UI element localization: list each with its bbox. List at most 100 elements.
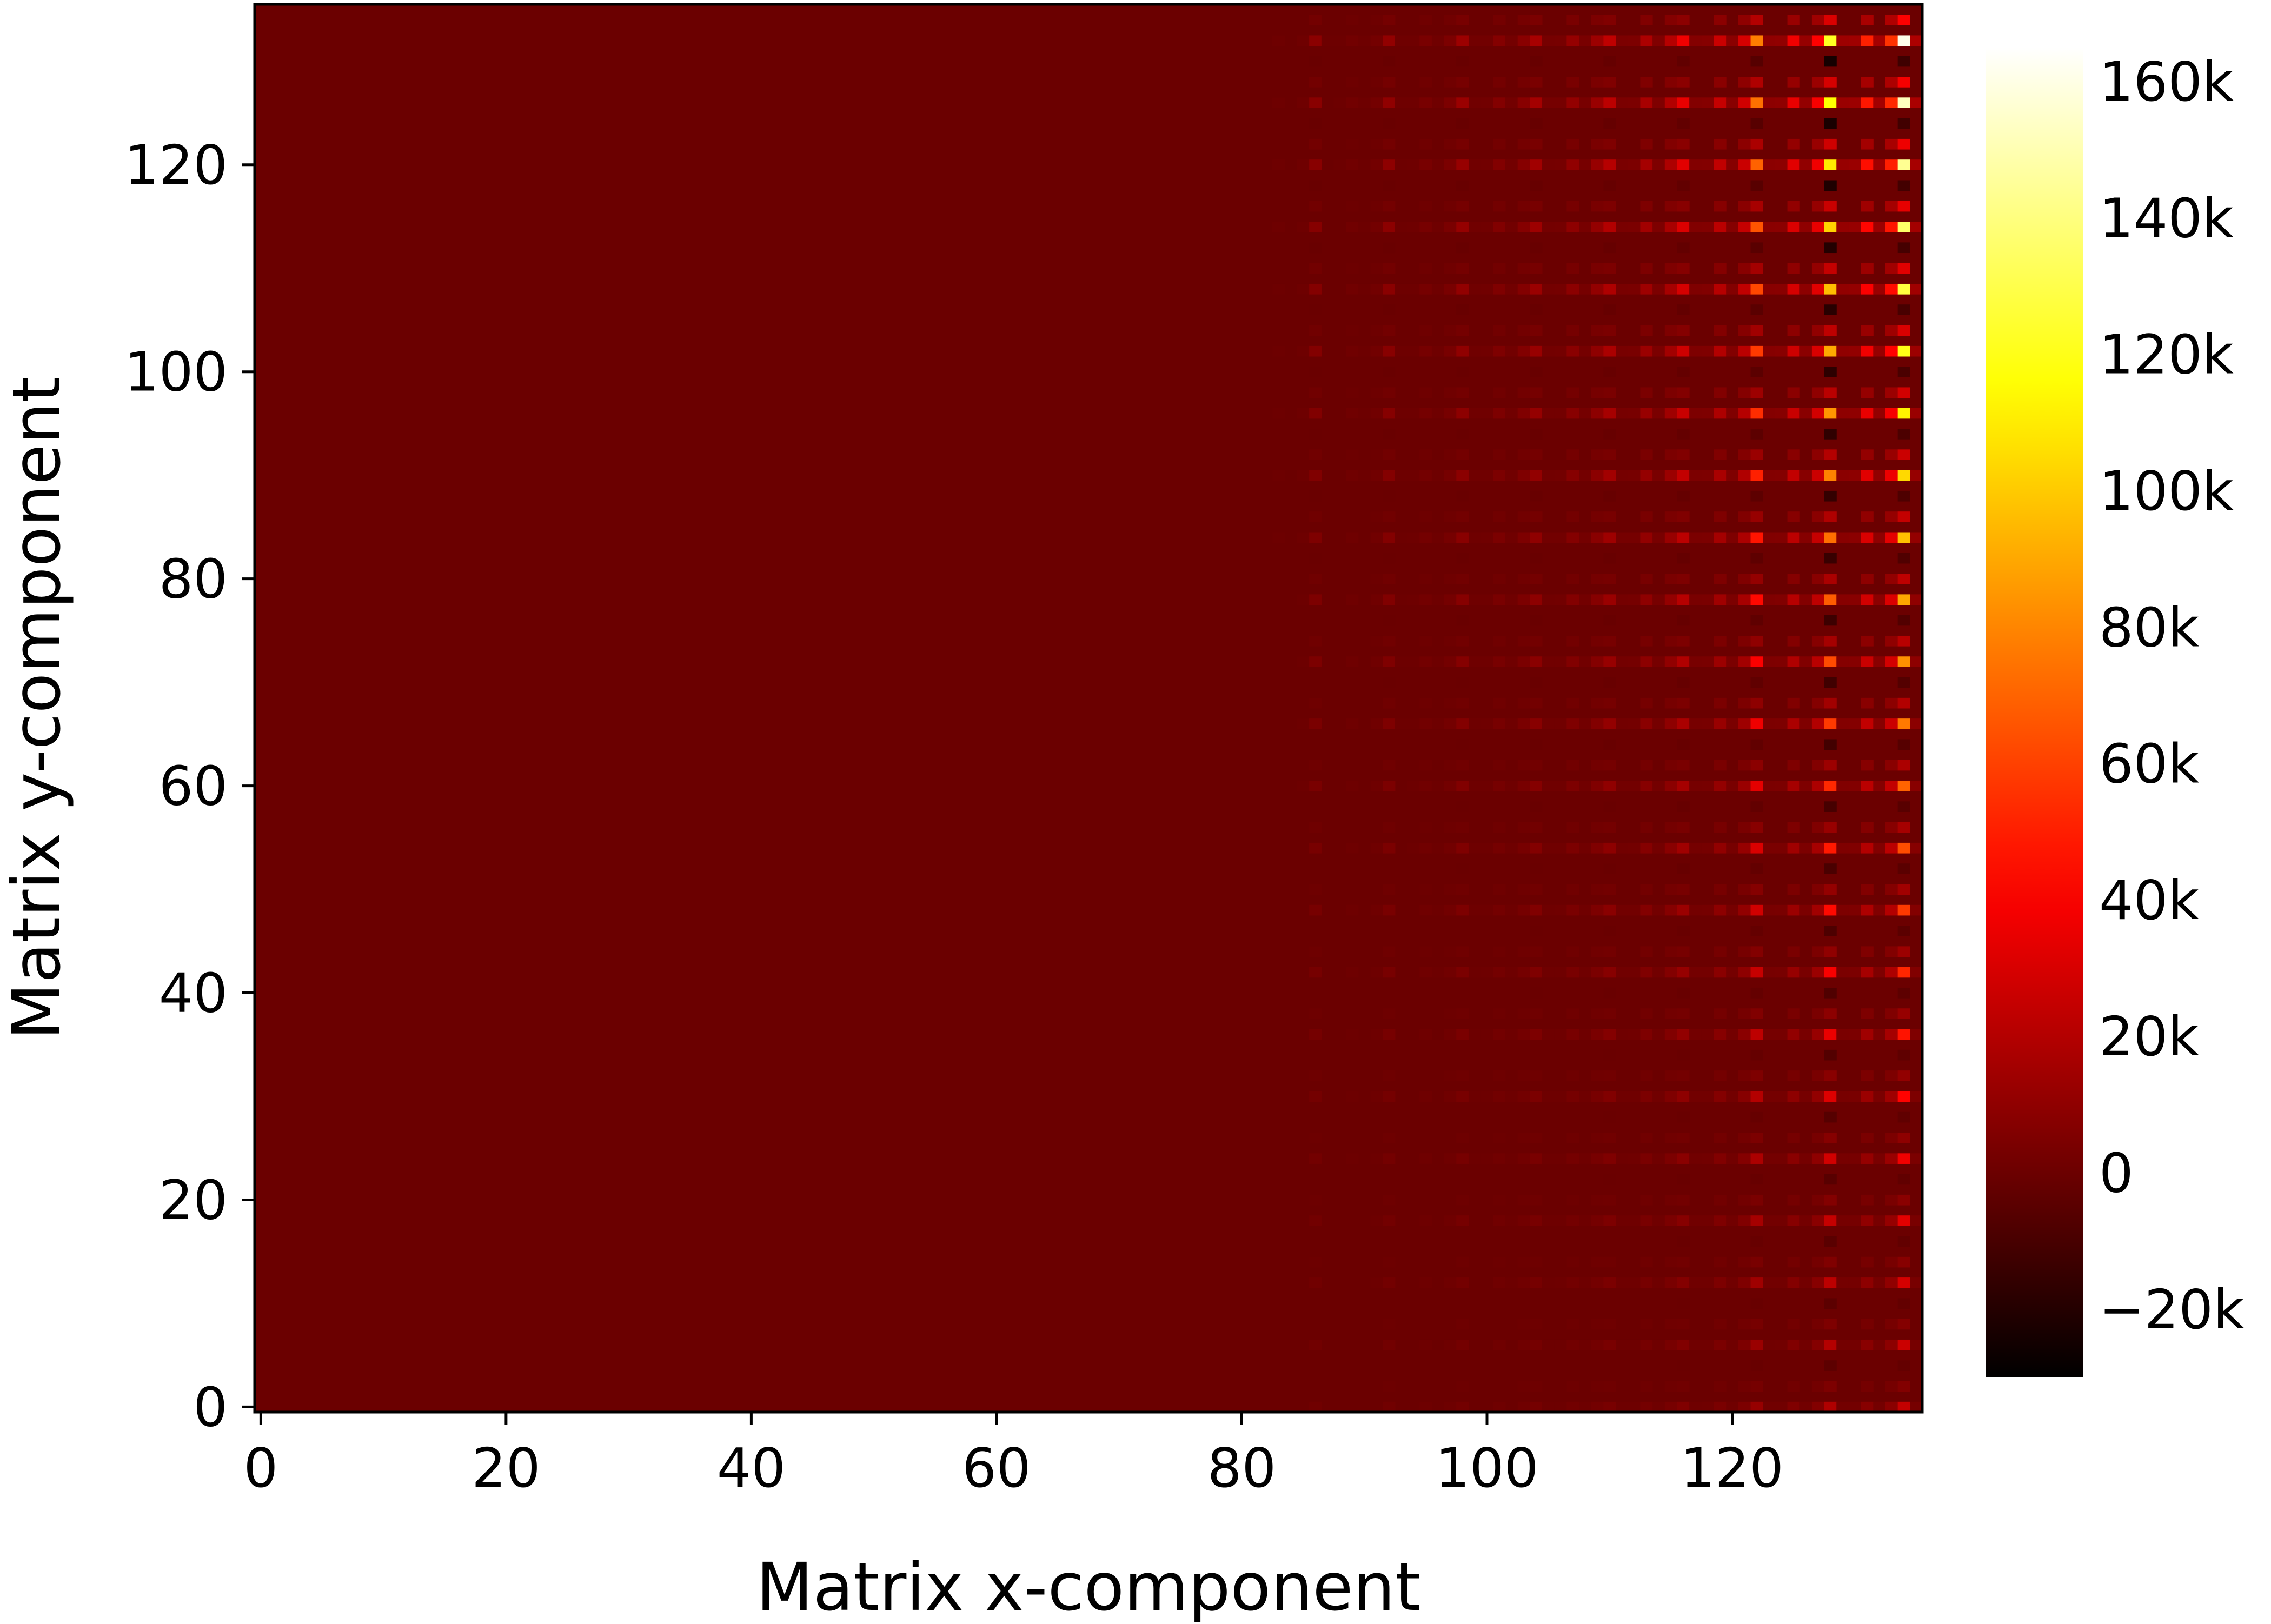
heatmap-cell (1910, 470, 1923, 481)
heatmap-cell (1628, 532, 1641, 543)
heatmap-cell (1861, 1215, 1874, 1226)
heatmap-cell (1652, 1277, 1665, 1288)
heatmap-cell (1824, 56, 1837, 67)
heatmap-cell (1897, 781, 1910, 791)
heatmap-cell (1554, 283, 1567, 295)
heatmap-cell (1763, 470, 1776, 481)
heatmap-cell (1309, 15, 1322, 25)
heatmap-cell (1530, 56, 1543, 67)
heatmap-cell (1787, 263, 1800, 274)
heatmap-cell (1775, 967, 1788, 978)
heatmap-cell (1370, 967, 1383, 978)
heatmap-cell (1763, 408, 1776, 419)
heatmap-cell (1456, 118, 1469, 129)
heatmap-cell (1530, 656, 1543, 667)
heatmap-cell (1309, 822, 1322, 833)
heatmap-cell (1591, 1008, 1604, 1019)
heatmap-cell (1493, 511, 1506, 522)
heatmap-cell (1419, 222, 1432, 232)
heatmap-cell (1726, 1153, 1739, 1164)
heatmap-cell (1419, 656, 1432, 667)
heatmap-cell (1787, 822, 1800, 833)
heatmap-cell (1640, 1319, 1653, 1330)
heatmap-cell (1530, 822, 1543, 833)
heatmap-cell (1493, 842, 1506, 854)
heatmap-cell (1603, 35, 1616, 46)
heatmap-cell (1530, 842, 1543, 854)
heatmap-cell (1493, 77, 1506, 88)
heatmap-cell (1456, 1339, 1469, 1350)
heatmap-cell (1517, 159, 1530, 170)
colorbar (1986, 48, 2083, 1377)
heatmap-cell (1566, 1277, 1579, 1288)
heatmap-cell (1542, 222, 1555, 232)
heatmap-cell (1530, 926, 1543, 936)
heatmap-cell (1628, 594, 1641, 605)
heatmap-cell (1824, 242, 1837, 254)
heatmap-cell (1493, 408, 1506, 419)
heatmap-cell (1885, 635, 1898, 647)
heatmap-cell (1677, 159, 1690, 170)
heatmap-cell (1861, 325, 1874, 336)
heatmap-cell (1444, 15, 1457, 25)
heatmap-cell (1787, 697, 1800, 709)
heatmap-cell (1493, 15, 1506, 25)
heatmap-cell (1566, 1153, 1579, 1164)
heatmap-cell (1554, 1339, 1567, 1350)
heatmap-cell (1444, 884, 1457, 895)
heatmap-cell (1910, 1339, 1923, 1350)
heatmap-cell (1714, 325, 1727, 336)
heatmap-cell (1456, 470, 1469, 481)
heatmap-cell (1824, 97, 1837, 108)
heatmap-cell (1775, 842, 1788, 854)
heatmap-cell (1861, 387, 1874, 398)
heatmap-cell (1493, 904, 1506, 916)
heatmap-cell (1616, 718, 1629, 729)
heatmap-cell (1873, 1339, 1886, 1350)
heatmap-cell (1787, 35, 1800, 46)
heatmap-cell (1383, 77, 1396, 88)
heatmap-cell (1664, 574, 1677, 584)
heatmap-cell (1566, 159, 1579, 170)
heatmap-cell (1824, 1236, 1837, 1247)
heatmap-cell (1493, 1256, 1506, 1268)
heatmap-cell (1419, 283, 1432, 295)
heatmap-cell (1530, 1091, 1543, 1102)
heatmap-cell (1419, 345, 1432, 357)
heatmap-cell (1456, 1029, 1469, 1040)
heatmap-cell (1591, 283, 1604, 295)
heatmap-cell (1750, 429, 1763, 440)
heatmap-cell (1383, 325, 1396, 336)
heatmap-cell (1750, 138, 1763, 150)
heatmap-cell (1383, 408, 1396, 419)
heatmap-cell (1897, 801, 1910, 812)
heatmap-cell (1701, 1153, 1714, 1164)
heatmap-cell (1616, 781, 1629, 791)
heatmap-cell (1861, 449, 1874, 460)
heatmap-cell (1395, 283, 1408, 295)
heatmap-cell (1517, 35, 1530, 46)
heatmap-cell (1689, 781, 1702, 791)
heatmap-cell (1603, 760, 1616, 771)
heatmap-cell (1861, 1029, 1874, 1040)
heatmap-cell (1628, 718, 1641, 729)
heatmap-cell (1714, 201, 1727, 212)
heatmap-cell (1738, 449, 1751, 460)
heatmap-cell (1701, 781, 1714, 791)
heatmap-cell (1530, 739, 1543, 750)
heatmap-cell (1701, 594, 1714, 605)
heatmap-cell (1726, 718, 1739, 729)
heatmap-cell (1517, 884, 1530, 895)
heatmap-cell (1640, 345, 1653, 357)
heatmap-cell (1603, 77, 1616, 88)
heatmap-cell (1640, 1381, 1653, 1392)
heatmap-cell (1824, 429, 1837, 440)
heatmap-cell (1885, 470, 1898, 481)
heatmap-cell (1897, 842, 1910, 854)
heatmap-cell (1885, 511, 1898, 522)
heatmap-cell (1309, 967, 1322, 978)
heatmap-cell (1775, 904, 1788, 916)
heatmap-cell (1640, 574, 1653, 584)
heatmap-cell (1897, 222, 1910, 232)
heatmap-cell (1309, 946, 1322, 957)
